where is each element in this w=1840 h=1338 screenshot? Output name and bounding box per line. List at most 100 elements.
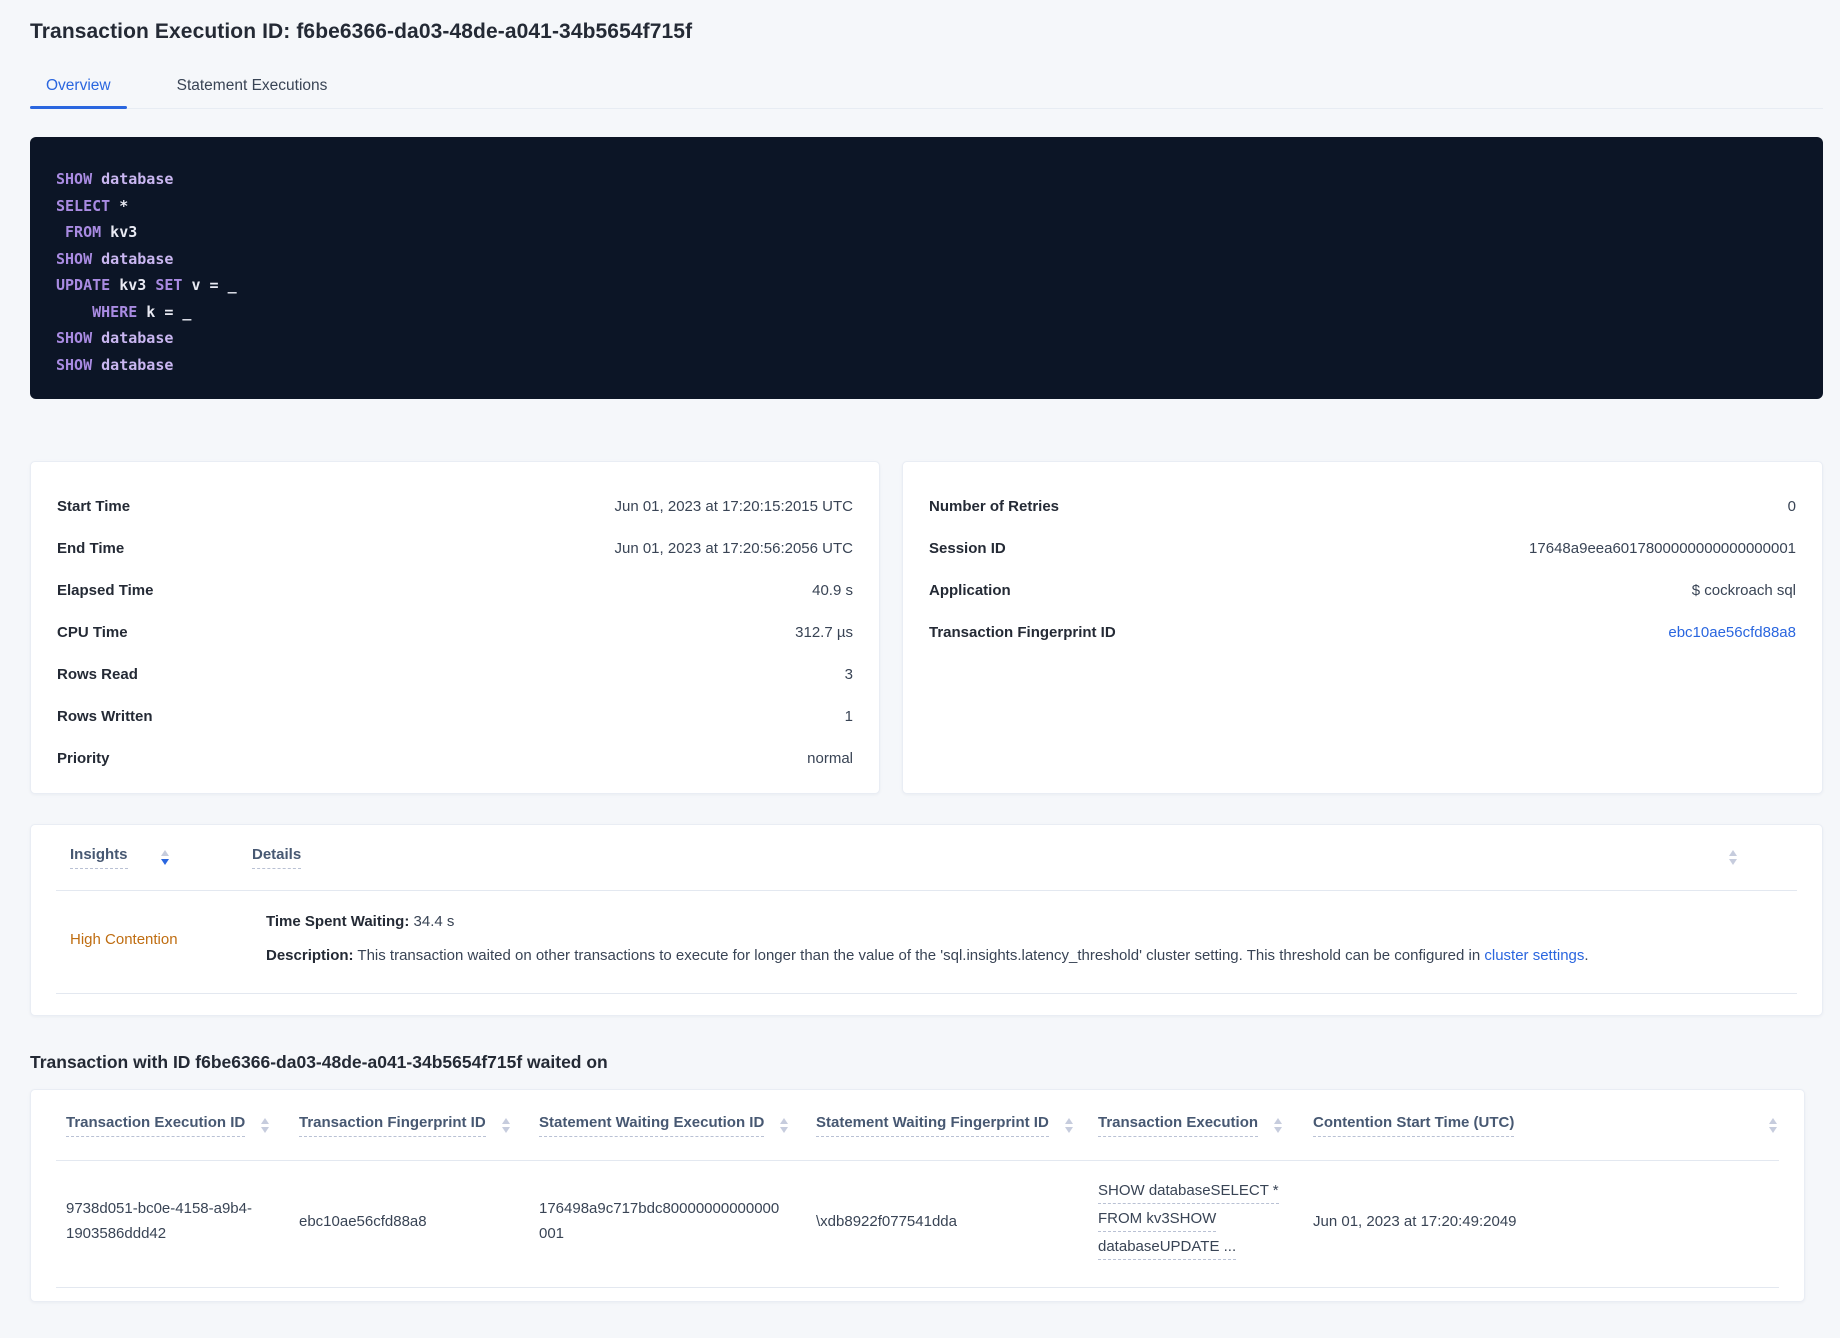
tab-statement-executions[interactable]: Statement Executions <box>176 77 328 94</box>
sql-line: SHOW database <box>56 249 174 268</box>
stat-label: Rows Written <box>57 707 153 725</box>
stat-value: $ cockroach sql <box>1691 581 1796 599</box>
column-header-label[interactable]: Contention Start Time (UTC) <box>1313 1114 1515 1137</box>
sort-icon[interactable] <box>261 1117 270 1133</box>
tab-overview[interactable]: Overview <box>30 68 127 109</box>
sort-icon[interactable] <box>1769 1117 1777 1133</box>
time-spent-waiting-label: Time Spent Waiting: <box>266 913 410 930</box>
sort-up-triangle <box>1769 1117 1777 1124</box>
cluster-settings-link[interactable]: cluster settings <box>1484 947 1585 964</box>
column-header: Transaction Execution ID <box>56 1114 289 1137</box>
description-label: Description: <box>266 947 354 964</box>
stat-value: 3 <box>844 665 853 683</box>
sort-down-triangle <box>780 1126 789 1133</box>
stat-value: 40.9 s <box>812 581 853 599</box>
column-header: Contention Start Time (UTC) <box>1303 1114 1779 1137</box>
stat-row: Start Time Jun 01, 2023 at 17:20:15:2015 … <box>57 485 853 527</box>
sort-down-triangle <box>160 859 169 865</box>
stat-value: 1 <box>844 707 853 725</box>
waited-on-table-row: 9738d051-bc0e-4158-a9b4-1903586ddd42 ebc1… <box>56 1161 1779 1288</box>
stat-value: Jun 01, 2023 at 17:20:15:2015 UTC <box>614 497 853 515</box>
stat-row: Elapsed Time 40.9 s <box>57 569 853 611</box>
sql-line: SHOW database <box>56 170 174 188</box>
sort-down-triangle <box>1064 1126 1073 1133</box>
sort-up-triangle <box>261 1117 270 1124</box>
column-header-label[interactable]: Statement Waiting Execution ID <box>539 1114 765 1137</box>
column-header-label[interactable]: Statement Waiting Fingerprint ID <box>816 1114 1049 1137</box>
sql-line: FROM kv3 <box>65 223 138 241</box>
transaction-execution-id-cell: 9738d051-bc0e-4158-a9b4-1903586ddd42 <box>66 1200 252 1242</box>
waited-on-table-header: Transaction Execution ID Transaction Fing… <box>56 1090 1779 1161</box>
sort-down-triangle <box>1274 1126 1283 1133</box>
stat-row: End Time Jun 01, 2023 at 17:20:56:2056 UT… <box>57 527 853 569</box>
sql-line: WHERE k = _ <box>92 302 192 321</box>
sort-down-triangle <box>1769 1126 1777 1133</box>
summary-panels: Start Time Jun 01, 2023 at 17:20:15:2015 … <box>30 461 1823 794</box>
sql-line: UPDATE kv3 SET v = _ <box>56 276 237 294</box>
sort-up-triangle <box>501 1117 510 1124</box>
column-header: Statement Waiting Fingerprint ID <box>806 1114 1088 1137</box>
transaction-details-page: Transaction Execution ID: f6be6366-da03-… <box>0 20 1840 1302</box>
sort-up-triangle <box>1729 850 1737 856</box>
stat-row: Number of Retries 0 <box>929 485 1796 527</box>
column-header-label[interactable]: Transaction Execution ID <box>66 1114 246 1137</box>
stat-row: Rows Read 3 <box>57 653 853 695</box>
stat-value: 312.7 µs <box>795 623 853 641</box>
insights-column-header[interactable]: Insights <box>70 846 128 869</box>
stat-label: Priority <box>57 749 110 767</box>
stat-value: normal <box>807 749 853 767</box>
insights-panel: Insights Details High Contention Time Sp… <box>30 824 1823 1016</box>
statement-waiting-fingerprint-id-cell: \xdb8922f077541dda <box>816 1212 957 1230</box>
waited-on-heading: Transaction with ID f6be6366-da03-48de-a… <box>30 1052 608 1072</box>
sort-up-triangle <box>160 850 169 856</box>
sort-icon-insights-right[interactable] <box>1729 850 1737 865</box>
description-text: This transaction waited on other transac… <box>353 947 1485 964</box>
column-header: Transaction Fingerprint ID <box>289 1114 529 1137</box>
sort-icon[interactable] <box>780 1117 789 1133</box>
sort-down-triangle <box>1729 859 1737 865</box>
transaction-fingerprint-id-cell: ebc10ae56cfd88a8 <box>299 1212 427 1230</box>
sort-up-triangle <box>1274 1117 1283 1124</box>
statement-link-line[interactable]: SHOW databaseSELECT * <box>1098 1179 1279 1204</box>
sql-line: SELECT * <box>56 196 129 215</box>
sort-icon[interactable] <box>1064 1117 1073 1133</box>
page-title: Transaction Execution ID: f6be6366-da03-… <box>30 20 693 43</box>
sort-icon[interactable] <box>501 1117 510 1133</box>
statement-link-line[interactable]: FROM kv3SHOW <box>1098 1207 1217 1232</box>
transaction-sql-statements: SHOW database SELECT * FROM kv3 SHOW datab… <box>30 137 1823 399</box>
stat-label: Session ID <box>929 539 1006 557</box>
tab-bar: Overview Statement Executions <box>30 68 1823 109</box>
stat-row: Application $ cockroach sql <box>929 569 1796 611</box>
details-column-header[interactable]: Details <box>252 846 302 869</box>
statement-waiting-execution-id-cell: 176498a9c717bdc80000000000000001 <box>539 1200 780 1242</box>
stat-row: Rows Written 1 <box>57 695 853 737</box>
transaction-execution-cell: SHOW databaseSELECT * FROM kv3SHOW databas… <box>1088 1179 1303 1263</box>
column-header: Transaction Execution <box>1088 1114 1303 1137</box>
sql-line: SHOW database <box>56 329 174 347</box>
sort-up-triangle <box>780 1117 789 1124</box>
stat-value-link[interactable]: ebc10ae56cfd88a8 <box>1668 623 1796 641</box>
insights-table-header: Insights Details <box>56 825 1797 891</box>
stat-label: Number of Retries <box>929 497 1060 515</box>
insight-details: Time Spent Waiting: 34.4 s Description: … <box>252 910 1589 968</box>
waited-on-table: Transaction Execution ID Transaction Fing… <box>30 1089 1805 1302</box>
stat-value: 17648a9eea6017800000000000000001 <box>1529 539 1796 557</box>
statement-link-line[interactable]: databaseUPDATE ... <box>1098 1235 1237 1260</box>
execution-stats-panel: Start Time Jun 01, 2023 at 17:20:15:2015 … <box>30 461 880 794</box>
contention-start-time-cell: Jun 01, 2023 at 17:20:49:2049 <box>1313 1212 1517 1230</box>
stat-label: Elapsed Time <box>57 581 154 599</box>
stat-label: Application <box>929 581 1011 599</box>
sort-icon-insights[interactable] <box>160 850 169 865</box>
insight-row: High Contention Time Spent Waiting: 34.4… <box>56 891 1797 994</box>
stat-label: End Time <box>57 539 125 557</box>
sort-icon[interactable] <box>1274 1117 1283 1133</box>
stat-value: 0 <box>1787 497 1796 515</box>
sql-line: SHOW database <box>56 355 174 374</box>
sort-down-triangle <box>261 1126 270 1133</box>
column-header: Statement Waiting Execution ID <box>529 1114 806 1137</box>
column-header-label[interactable]: Transaction Execution <box>1098 1114 1259 1137</box>
stat-label: Transaction Fingerprint ID <box>929 623 1116 641</box>
sort-down-triangle <box>501 1126 510 1133</box>
column-header-label[interactable]: Transaction Fingerprint ID <box>299 1114 486 1137</box>
stat-label: Rows Read <box>57 665 138 683</box>
